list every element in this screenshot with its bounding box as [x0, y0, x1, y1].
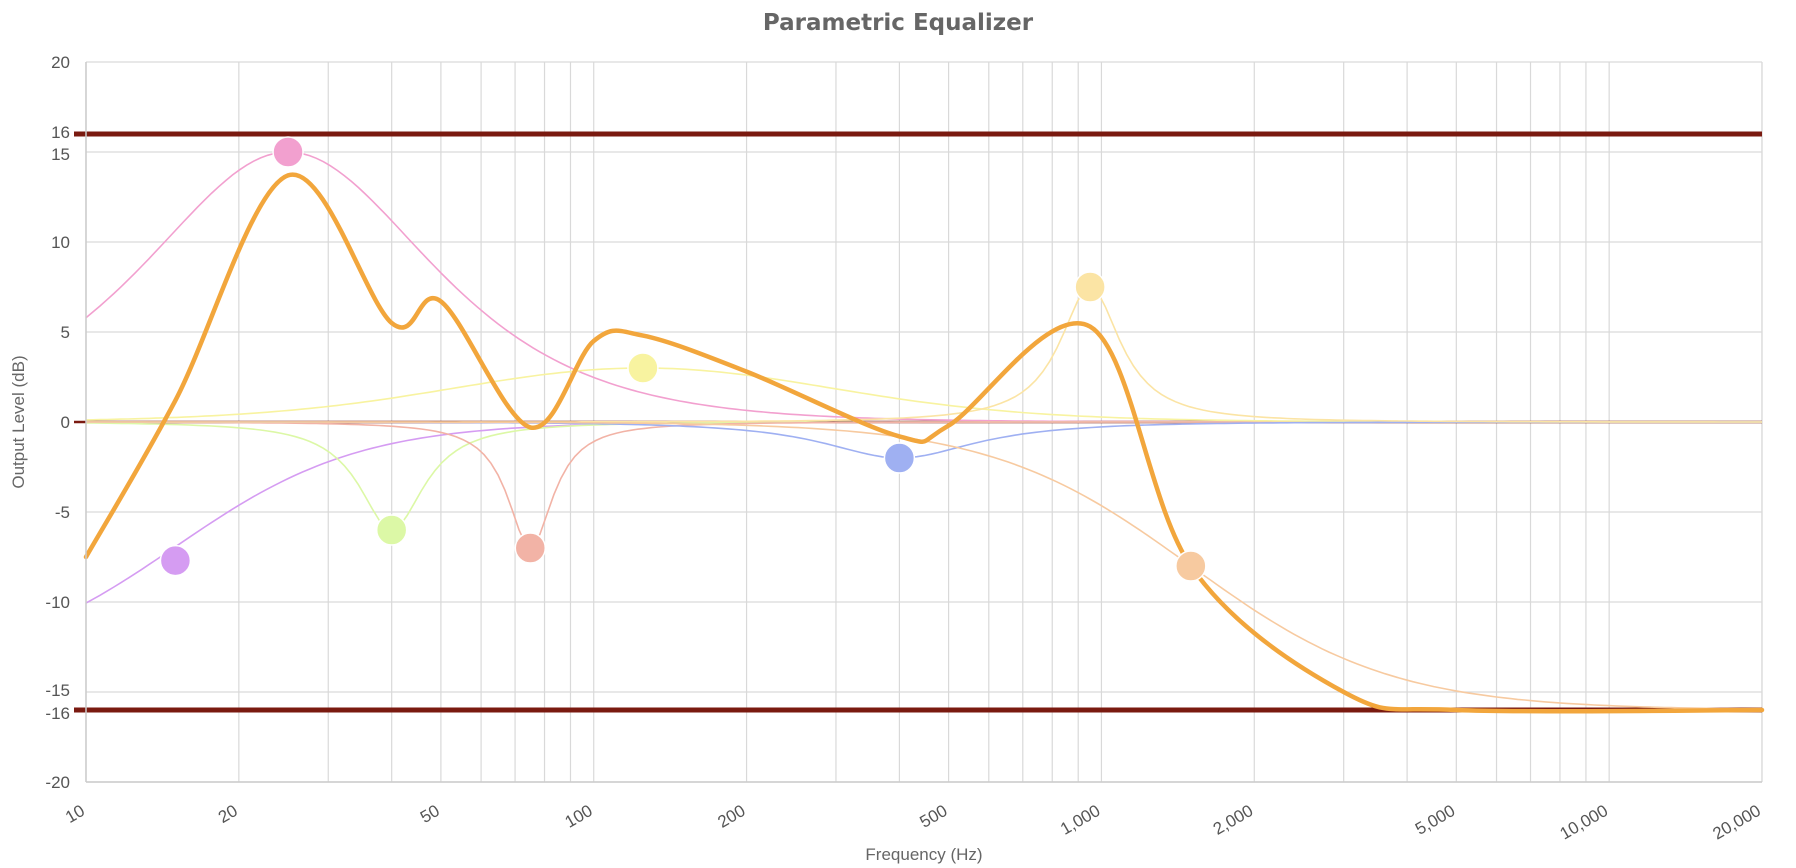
y-tick-label: 5: [61, 323, 70, 342]
band-handle[interactable]: [514, 532, 547, 564]
total-response: [83, 172, 1765, 714]
band-handle[interactable]: [1175, 550, 1207, 582]
band-handle[interactable]: [375, 514, 408, 546]
x-tick-label: 2,000: [1210, 801, 1256, 839]
total-response-line: [83, 172, 1765, 714]
band-handle[interactable]: [272, 136, 304, 168]
band-curve: [85, 367, 1762, 423]
chart-title: Parametric Equalizer: [762, 10, 1034, 36]
x-tick-label: 1,000: [1057, 801, 1103, 839]
y-tick-label: -16: [45, 704, 70, 723]
x-tick-label: 20: [215, 801, 241, 827]
y-tick-label: -15: [45, 681, 70, 700]
x-tick-label: 200: [714, 801, 748, 832]
y-tick-label: 0: [61, 413, 70, 432]
x-tick-label: 20,000: [1709, 801, 1764, 843]
band-handle[interactable]: [883, 442, 916, 474]
x-tick-label: 100: [562, 801, 596, 832]
x-tick-label: 5,000: [1412, 801, 1458, 839]
y-tick-label: -5: [55, 503, 70, 522]
band-curve: [86, 421, 1762, 531]
band-handle[interactable]: [1074, 271, 1106, 303]
band-handle[interactable]: [627, 352, 659, 384]
y-tick-label: 10: [51, 233, 70, 252]
band-curve: [85, 151, 1762, 423]
x-tick-label: 50: [417, 801, 443, 827]
band-curve: [86, 421, 1762, 710]
x-tick-label: 10: [62, 801, 88, 827]
band-handles[interactable]: [159, 136, 1207, 582]
y-tick-label: 15: [51, 145, 70, 164]
band-curves: [85, 151, 1762, 710]
x-tick-label: 10,000: [1557, 801, 1612, 843]
y-tick-label: -10: [45, 593, 70, 612]
y-tick-label: -20: [45, 773, 70, 792]
y-axis-title: Output Level (dB): [9, 355, 28, 488]
x-axis-title: Frequency (Hz): [865, 845, 982, 864]
y-tick-label: 16: [51, 123, 70, 142]
x-tick-label: 500: [917, 801, 951, 832]
band-handle[interactable]: [159, 544, 192, 577]
y-tick-label: 20: [51, 53, 70, 72]
